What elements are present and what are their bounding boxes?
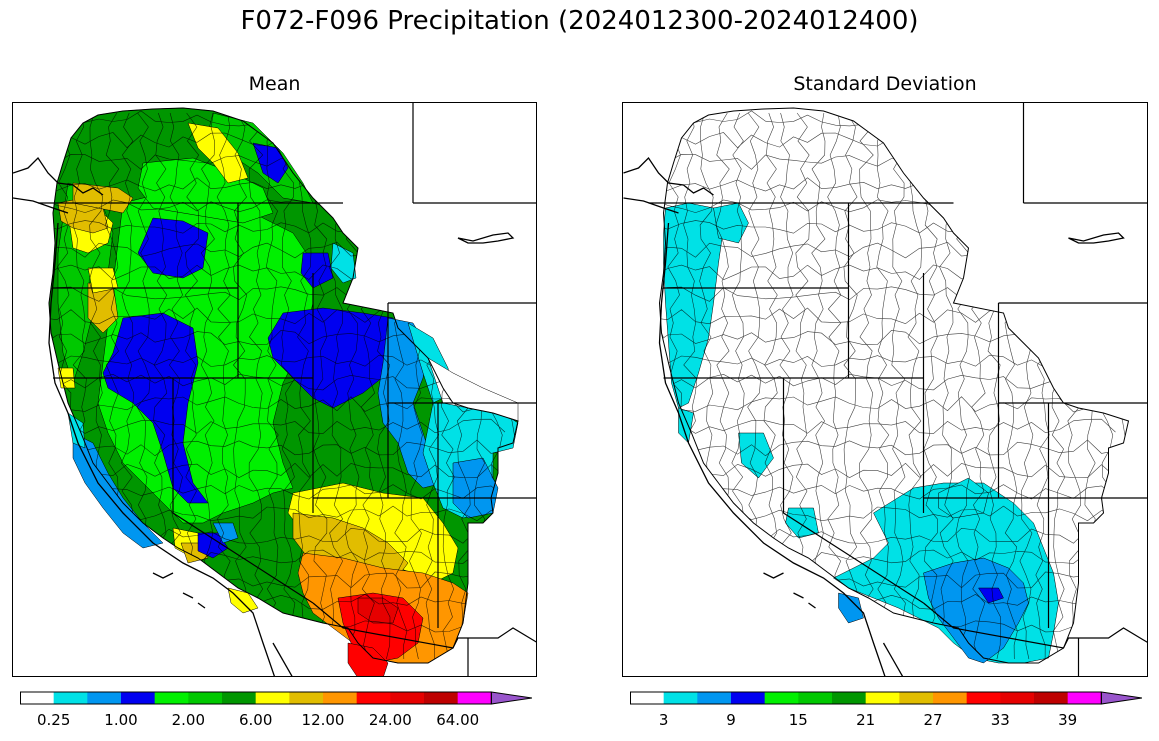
colorbar-swatch-0	[20, 692, 55, 704]
colorbar-swatch-11	[390, 692, 425, 704]
colorbar-swatch-8	[899, 692, 934, 704]
colorbar-swatch-4	[154, 692, 189, 704]
region-fill-22	[187, 122, 249, 184]
colorbar-swatch-10	[356, 692, 391, 704]
region-fill-8	[838, 592, 864, 624]
state-borders	[38, 103, 536, 676]
coast-line-3	[658, 222, 886, 676]
border-line-14	[312, 602, 536, 649]
region-fill-7	[978, 587, 1004, 604]
region-fill-1	[97, 192, 314, 524]
region-fill-29	[347, 642, 389, 676]
colorbar-border	[20, 691, 492, 705]
colorbar-tick-label: 39	[1058, 711, 1078, 729]
colorbar-swatch-3	[731, 692, 766, 704]
colorbar-std-svg	[630, 691, 1143, 705]
coast-line-7	[197, 602, 206, 609]
map-std-svg	[623, 103, 1147, 676]
coast-line-0	[623, 156, 714, 196]
coastline	[13, 156, 515, 676]
colorbar-swatch-12	[424, 692, 459, 704]
colorbar-swatch-7	[865, 692, 900, 704]
colorbar-tick-label: 15	[788, 711, 808, 729]
colorbar-tick-label: 3	[658, 711, 669, 729]
coast-line-4	[272, 642, 293, 676]
colorbar-swatch-5	[798, 692, 833, 704]
state-borders	[648, 103, 1147, 676]
precip-std-fill	[658, 107, 1130, 664]
figure-title: F072-F096 Precipitation (2024012300-2024…	[240, 6, 919, 36]
colorbar-swatch-6	[832, 692, 867, 704]
coast-line-6	[793, 592, 804, 599]
colorbar-swatch-5	[188, 692, 223, 704]
colorbar-swatch-6	[222, 692, 257, 704]
colorbar-swatch-0	[630, 692, 665, 704]
region-fill-3	[738, 432, 774, 479]
colorbar-swatch-3	[121, 692, 156, 704]
coast-line-6	[182, 592, 194, 599]
colorbar-swatch-9	[323, 692, 358, 704]
colorbar-tick-label: 2.00	[171, 711, 205, 729]
colorbar-tick-label: 9	[726, 711, 736, 729]
colorbar-tick-label: 21	[856, 711, 876, 729]
colorbar-std	[630, 690, 1143, 709]
colorbar-swatch-4	[764, 692, 799, 704]
colorbar-tick-label: 27	[923, 711, 943, 729]
colorbar-swatch-13	[1067, 692, 1102, 704]
colorbar-swatch-13	[457, 692, 492, 704]
coast-line-2	[457, 232, 515, 244]
panel-title-std: Standard Deviation	[793, 73, 977, 95]
border-line-13	[172, 378, 314, 604]
colorbar-swatch-9	[933, 692, 968, 704]
coast-line-5	[763, 572, 784, 579]
colorbar-mean	[20, 690, 533, 709]
region-fill-33	[197, 532, 229, 559]
coast-line-1	[13, 197, 69, 214]
colorbar-extend-max	[1100, 691, 1143, 705]
colorbar-swatch-10	[966, 692, 1001, 704]
colorbar-tick-label: 64.00	[436, 711, 480, 729]
map-mean[interactable]	[12, 102, 537, 677]
region-fill-1	[713, 202, 749, 244]
colorbar-tick-label: 1.00	[104, 711, 138, 729]
colorbar-extend-max	[490, 691, 533, 705]
coast-line-3	[48, 222, 276, 676]
border-line-14	[923, 602, 1147, 649]
precip-mean-fill	[48, 107, 519, 676]
border-line-13	[782, 378, 924, 604]
colorbar-swatch-12	[1034, 692, 1069, 704]
coast-line-2	[1068, 232, 1125, 244]
colorbar-mean-svg	[20, 691, 533, 705]
region-fill-17	[67, 412, 86, 449]
region-fill-28	[357, 597, 399, 624]
colorbar-border	[630, 691, 1102, 705]
colorbar-tick-label: 12.00	[301, 711, 345, 729]
coast-line-0	[13, 156, 104, 196]
region-fill-2	[678, 407, 694, 444]
colorbar-swatch-1	[663, 692, 698, 704]
region-fill-4	[785, 507, 819, 539]
colorbar-tick-label: 0.25	[36, 711, 71, 729]
coast-line-4	[882, 642, 904, 676]
basin-outline	[48, 107, 519, 664]
colorbar-swatch-7	[255, 692, 290, 704]
colorbar-swatch-2	[697, 692, 732, 704]
coast-line-1	[623, 197, 679, 214]
colorbar-swatch-8	[289, 692, 324, 704]
coastline	[623, 156, 1125, 676]
colorbar-swatch-1	[53, 692, 88, 704]
map-std[interactable]	[622, 102, 1148, 677]
colorbar-tick-label: 33	[990, 711, 1010, 729]
map-mean-svg	[13, 103, 536, 676]
colorbar-swatch-11	[1000, 692, 1035, 704]
basin-outline	[658, 107, 1130, 664]
colorbar-tick-label: 6.00	[238, 711, 273, 729]
colorbar-tick-label: 24.00	[368, 711, 412, 729]
coast-line-7	[808, 602, 816, 609]
panel-title-mean: Mean	[248, 73, 301, 95]
coast-line-5	[152, 572, 174, 579]
colorbar-swatch-2	[87, 692, 122, 704]
